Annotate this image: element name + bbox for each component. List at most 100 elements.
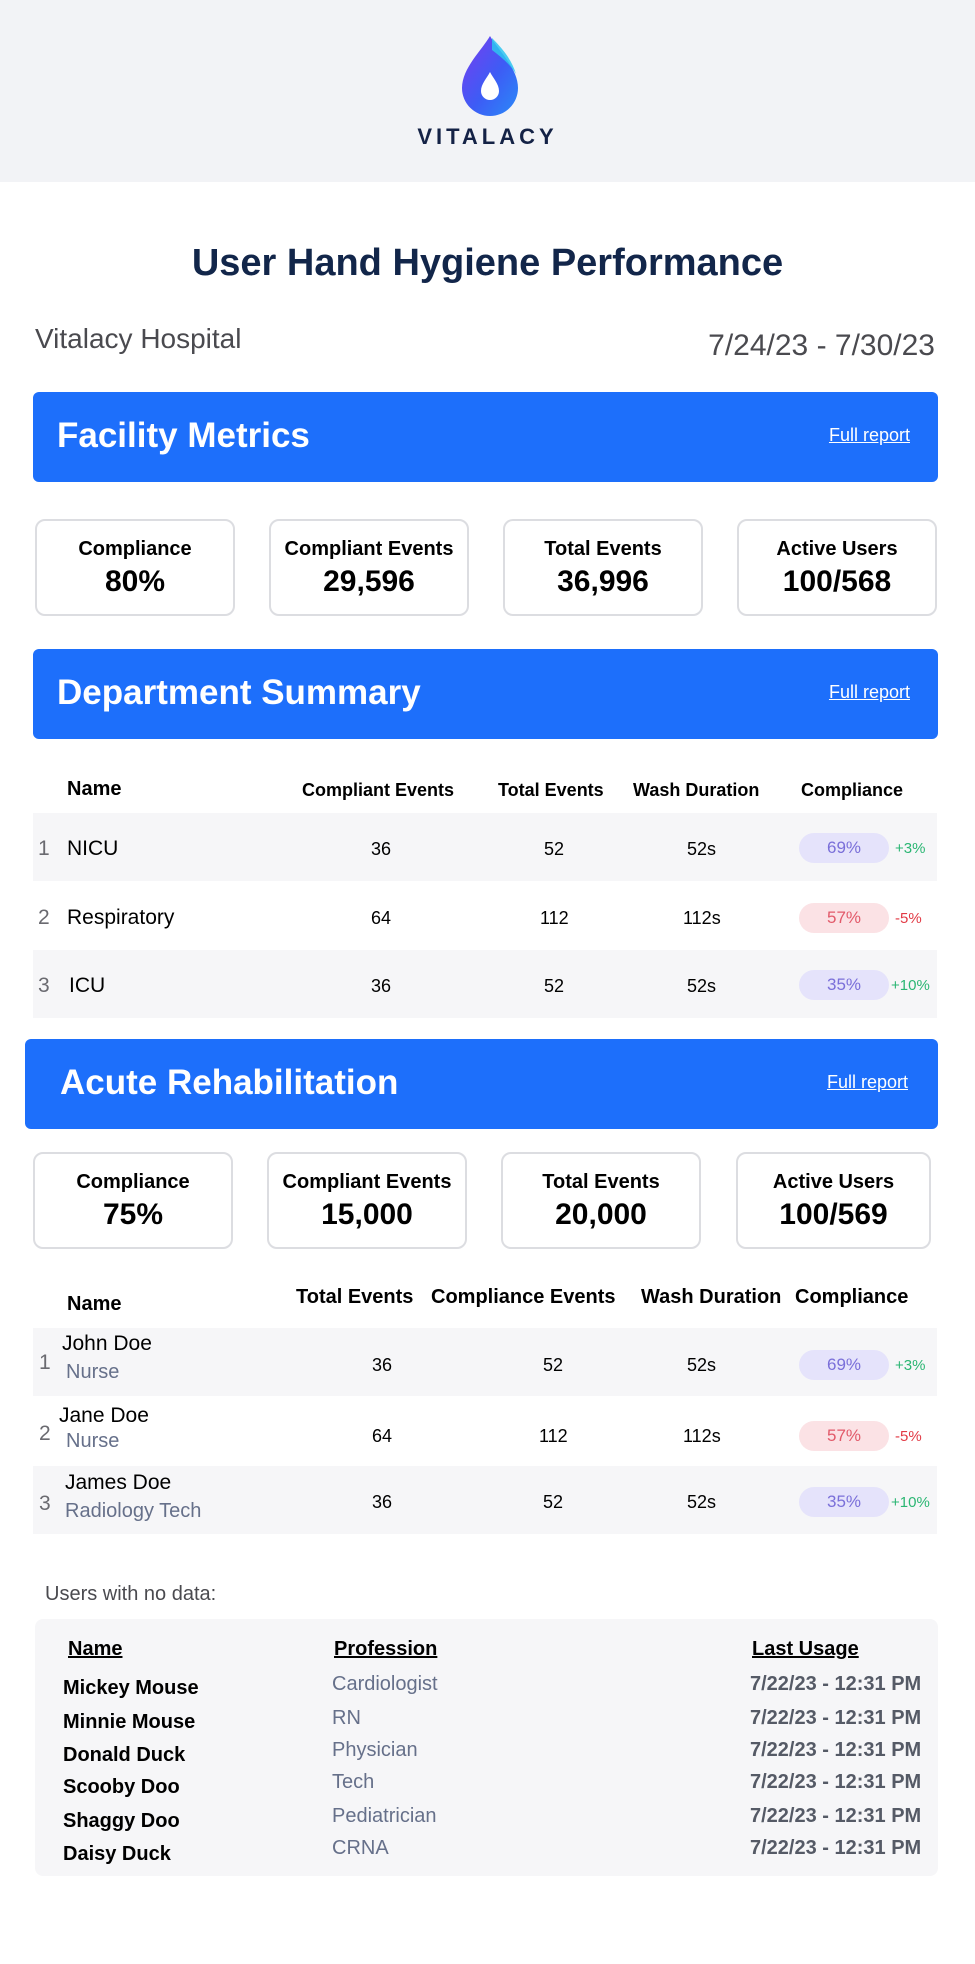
metric-value: 100/568 bbox=[782, 565, 892, 598]
metric-card-compliance: Compliance 75% bbox=[33, 1152, 233, 1249]
total-events: 64 bbox=[372, 1426, 393, 1446]
compliance-events: 52 bbox=[543, 1355, 564, 1375]
compliance-badge: 69% bbox=[799, 833, 889, 863]
no-data-user-name: Minnie Mouse bbox=[63, 1711, 196, 1733]
row-rank: 2 bbox=[39, 1422, 51, 1445]
user-name: James Doe bbox=[65, 1471, 172, 1494]
no-data-last-usage: 7/22/23 - 12:31 PM bbox=[750, 1771, 922, 1793]
wash-duration: 112s bbox=[683, 908, 721, 928]
compliance-delta: +10% bbox=[891, 1494, 930, 1511]
metric-value: 75% bbox=[102, 1198, 164, 1231]
facility-metrics-full-report-link[interactable]: Full report bbox=[828, 425, 910, 445]
total-events: 36 bbox=[372, 1355, 393, 1375]
compliance-events: 112 bbox=[539, 1426, 568, 1446]
row-rank: 3 bbox=[39, 1492, 51, 1515]
facility-name: Vitalacy Hospital bbox=[35, 323, 242, 354]
dept-header-wash-duration: Wash Duration bbox=[633, 780, 760, 800]
rehab-header-compliance-events: Compliance Events bbox=[431, 1286, 616, 1308]
table-row: 1 John Doe Nurse 36 52 52s 69% +3% bbox=[33, 1328, 937, 1396]
user-name: Jane Doe bbox=[59, 1404, 149, 1427]
no-data-last-usage: 7/22/23 - 12:31 PM bbox=[750, 1805, 922, 1827]
table-row: 3 ICU 36 52 52s 35% +10% bbox=[33, 950, 937, 1018]
wash-duration: 52s bbox=[687, 976, 717, 996]
rehab-header-name: Name bbox=[67, 1293, 122, 1315]
rehab-header-total-events: Total Events bbox=[296, 1286, 414, 1308]
no-data-label: Users with no data: bbox=[45, 1583, 217, 1605]
no-data-last-usage: 7/22/23 - 12:31 PM bbox=[750, 1837, 922, 1859]
dept-header-compliance: Compliance bbox=[801, 780, 904, 800]
no-data-user-profession: RN bbox=[332, 1707, 361, 1729]
compliance-delta: -5% bbox=[895, 1428, 922, 1445]
dept-name: Respiratory bbox=[67, 906, 175, 929]
metric-label: Compliance bbox=[76, 1171, 190, 1193]
user-name: John Doe bbox=[62, 1332, 152, 1355]
rehab-header-compliance: Compliance bbox=[795, 1286, 909, 1308]
dept-header-total-events: Total Events bbox=[498, 780, 604, 800]
metric-value: 20,000 bbox=[555, 1198, 647, 1231]
no-data-header-last-usage: Last Usage bbox=[752, 1638, 859, 1660]
department-summary-banner: Department Summary Full report bbox=[33, 649, 938, 739]
row-rank: 1 bbox=[38, 837, 50, 860]
no-data-last-usage: 7/22/23 - 12:31 PM bbox=[750, 1739, 922, 1761]
compliance-badge: 35% bbox=[799, 970, 889, 1000]
compliance-badge: 35% bbox=[799, 1487, 889, 1517]
wash-duration: 52s bbox=[687, 1492, 717, 1512]
compliant-events: 64 bbox=[371, 908, 392, 928]
facility-metrics-banner: Facility Metrics Full report bbox=[33, 392, 938, 482]
no-data-last-usage: 7/22/23 - 12:31 PM bbox=[750, 1673, 922, 1695]
facility-metrics-title: Facility Metrics bbox=[57, 416, 310, 455]
metric-label: Active Users bbox=[776, 538, 898, 560]
dept-name: NICU bbox=[67, 837, 119, 860]
table-row: 2 Jane Doe Nurse 64 112 112s 57% -5% bbox=[33, 1398, 937, 1466]
metric-value: 80% bbox=[104, 565, 166, 598]
dept-header-compliant-events: Compliant Events bbox=[302, 780, 455, 800]
date-range: 7/24/23 - 7/30/23 bbox=[708, 329, 935, 362]
metric-label: Compliant Events bbox=[284, 538, 454, 560]
no-data-user-name: Shaggy Doo bbox=[63, 1810, 180, 1832]
no-data-table: Name Profession Last Usage Mickey Mouse … bbox=[35, 1619, 938, 1876]
acute-rehab-title: Acute Rehabilitation bbox=[60, 1063, 399, 1102]
metric-value: 15,000 bbox=[321, 1198, 413, 1231]
total-events: 52 bbox=[544, 839, 565, 859]
no-data-last-usage: 7/22/23 - 12:31 PM bbox=[750, 1707, 922, 1729]
user-role: Nurse bbox=[66, 1430, 120, 1452]
table-row: 3 James Doe Radiology Tech 36 52 52s 35%… bbox=[33, 1466, 937, 1534]
metric-label: Total Events bbox=[542, 1171, 660, 1193]
compliance-badge: 57% bbox=[799, 1421, 889, 1451]
acute-rehab-full-report-link[interactable]: Full report bbox=[826, 1072, 908, 1092]
compliant-events: 36 bbox=[371, 839, 392, 859]
row-rank: 3 bbox=[38, 974, 50, 997]
metric-card-compliant-events: Compliant Events 29,596 bbox=[269, 519, 469, 616]
no-data-user-name: Donald Duck bbox=[63, 1744, 186, 1766]
acute-rehab-banner: Acute Rehabilitation Full report bbox=[25, 1039, 938, 1129]
no-data-header-name: Name bbox=[68, 1638, 123, 1660]
user-role: Nurse bbox=[66, 1361, 120, 1383]
department-summary-full-report-link[interactable]: Full report bbox=[828, 682, 910, 702]
total-events: 112 bbox=[540, 908, 569, 928]
wash-duration: 52s bbox=[687, 1355, 717, 1375]
metric-card-active-users: Active Users 100/568 bbox=[737, 519, 937, 616]
wash-duration: 52s bbox=[687, 839, 717, 859]
department-summary-title: Department Summary bbox=[57, 673, 421, 712]
dept-name: ICU bbox=[69, 974, 106, 997]
metric-label: Compliant Events bbox=[282, 1171, 452, 1193]
brand-wordmark: VITALACY bbox=[417, 124, 558, 149]
compliance-badge: 57% bbox=[799, 903, 889, 933]
email-header: VITALACY bbox=[0, 0, 975, 182]
wash-duration: 112s bbox=[683, 1426, 721, 1446]
no-data-user-name: Daisy Duck bbox=[63, 1843, 171, 1865]
report-title: User Hand Hygiene Performance bbox=[191, 242, 784, 284]
compliance-delta: +3% bbox=[895, 840, 926, 857]
metric-value: 29,596 bbox=[323, 565, 415, 598]
no-data-user-profession: Physician bbox=[332, 1739, 418, 1761]
compliance-delta: +3% bbox=[895, 1357, 926, 1374]
no-data-user-name: Scooby Doo bbox=[63, 1776, 180, 1798]
compliant-events: 36 bbox=[371, 976, 392, 996]
metric-card-total-events: Total Events 36,996 bbox=[503, 519, 703, 616]
metric-value: 100/569 bbox=[779, 1198, 888, 1231]
compliance-delta: -5% bbox=[895, 910, 922, 927]
metric-card-total-events: Total Events 20,000 bbox=[501, 1152, 701, 1249]
vitalacy-logo-drop-icon bbox=[462, 36, 518, 116]
metric-card-compliant-events: Compliant Events 15,000 bbox=[267, 1152, 467, 1249]
row-rank: 1 bbox=[39, 1351, 51, 1374]
